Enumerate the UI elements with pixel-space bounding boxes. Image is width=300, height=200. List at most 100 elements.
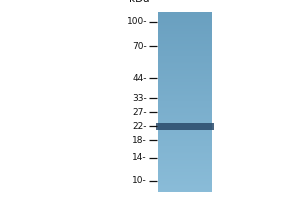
Text: 44-: 44- [133, 74, 147, 83]
Bar [158, 65, 212, 66]
Bar [158, 32, 212, 33]
Bar [158, 120, 212, 121]
Bar [158, 138, 212, 139]
Bar [158, 167, 212, 168]
Bar [158, 161, 212, 162]
Bar [158, 44, 212, 45]
Bar [158, 89, 212, 90]
Bar [158, 21, 212, 22]
Bar [158, 82, 212, 83]
Bar [158, 173, 212, 174]
Bar [158, 49, 212, 50]
Bar [158, 106, 212, 107]
Bar [158, 98, 212, 99]
Bar [158, 116, 212, 117]
Bar [158, 34, 212, 35]
Bar [156, 123, 214, 130]
Bar [158, 143, 212, 144]
Bar [158, 111, 212, 112]
Bar [158, 124, 212, 125]
Bar [158, 17, 212, 18]
Bar [158, 171, 212, 172]
Bar [158, 22, 212, 23]
Bar [158, 150, 212, 151]
Bar [158, 123, 212, 124]
Bar [158, 103, 212, 104]
Bar [158, 157, 212, 158]
Bar [158, 183, 212, 184]
Bar [158, 97, 212, 98]
Bar [158, 18, 212, 19]
Bar [158, 79, 212, 80]
Bar [158, 154, 212, 155]
Bar [158, 29, 212, 30]
Bar [158, 142, 212, 143]
Bar [158, 185, 212, 186]
Bar [158, 177, 212, 178]
Bar [158, 37, 212, 38]
Bar [158, 53, 212, 54]
Bar [158, 50, 212, 51]
Bar [158, 140, 212, 141]
Bar [158, 83, 212, 84]
Bar [158, 75, 212, 76]
Bar [158, 66, 212, 67]
Text: 100-: 100- [127, 17, 147, 26]
Bar [158, 159, 212, 160]
Bar [158, 114, 212, 115]
Bar [158, 68, 212, 69]
Bar [158, 43, 212, 44]
Bar [158, 137, 212, 138]
Bar [158, 88, 212, 89]
Bar [158, 151, 212, 152]
Bar [158, 107, 212, 108]
Bar [158, 166, 212, 167]
Bar [158, 99, 212, 100]
Bar [158, 184, 212, 185]
Bar [158, 141, 212, 142]
Text: 18-: 18- [132, 136, 147, 145]
Bar [158, 46, 212, 47]
Bar [158, 67, 212, 68]
Bar [158, 152, 212, 153]
Bar [158, 42, 212, 43]
Bar [158, 188, 212, 189]
Bar [158, 45, 212, 46]
Bar [158, 134, 212, 135]
Bar [158, 39, 212, 40]
Bar [158, 25, 212, 26]
Bar [158, 27, 212, 28]
Bar [158, 160, 212, 161]
Bar [158, 70, 212, 71]
Bar [158, 176, 212, 177]
Bar [158, 190, 212, 191]
Bar [158, 155, 212, 156]
Bar [158, 23, 212, 24]
Bar [158, 164, 212, 165]
Bar [158, 135, 212, 136]
Bar [158, 189, 212, 190]
Bar [158, 16, 212, 17]
Bar [158, 174, 212, 175]
Bar [158, 119, 212, 120]
Bar [158, 102, 212, 103]
Bar [158, 55, 212, 56]
Bar [158, 187, 212, 188]
Bar [158, 170, 212, 171]
Bar [158, 26, 212, 27]
Bar [158, 36, 212, 37]
Bar [158, 191, 212, 192]
Bar [158, 158, 212, 159]
Bar [158, 165, 212, 166]
Bar [158, 121, 212, 122]
Bar [158, 20, 212, 21]
Text: 70-: 70- [132, 42, 147, 51]
Bar [158, 33, 212, 34]
Bar [158, 148, 212, 149]
Bar [158, 95, 212, 96]
Bar [158, 186, 212, 187]
Text: 27-: 27- [132, 108, 147, 117]
Bar [158, 60, 212, 61]
Bar [158, 126, 212, 127]
Bar [158, 168, 212, 169]
